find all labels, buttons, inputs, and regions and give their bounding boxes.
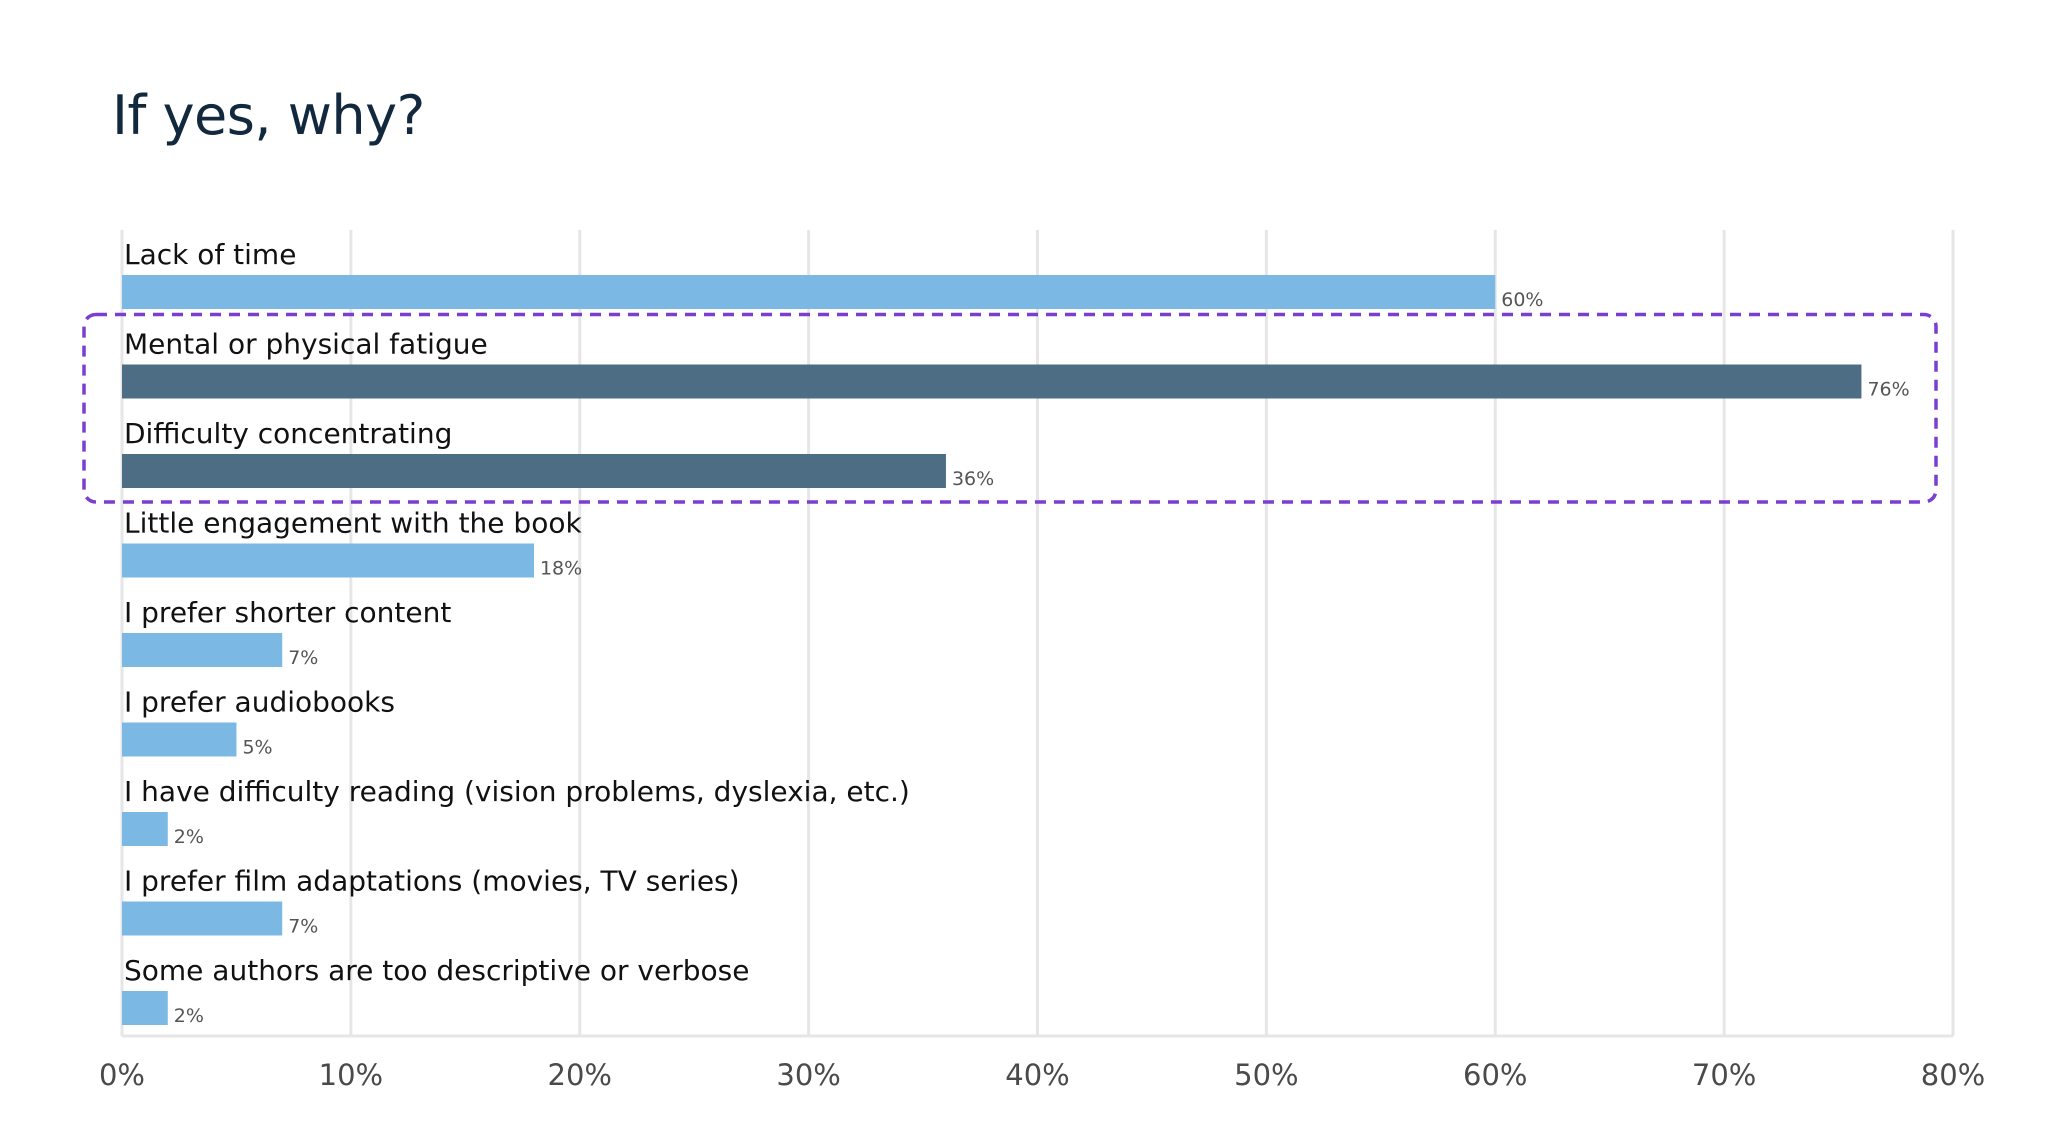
bar bbox=[122, 991, 168, 1025]
x-tick-label: 70% bbox=[1692, 1058, 1756, 1092]
page-title: If yes, why? bbox=[112, 84, 425, 147]
highlight-box bbox=[82, 312, 1938, 504]
category-label: I prefer film adaptations (movies, TV se… bbox=[124, 865, 740, 898]
x-tick-label: 20% bbox=[548, 1058, 612, 1092]
value-label: 60% bbox=[1501, 289, 1543, 311]
bar bbox=[122, 722, 237, 757]
bars bbox=[122, 275, 1862, 1025]
value-label: 76% bbox=[1867, 379, 1909, 401]
bar bbox=[122, 812, 168, 846]
bar bbox=[122, 454, 946, 488]
x-tick-label: 0% bbox=[99, 1058, 145, 1092]
value-label: 5% bbox=[242, 737, 272, 759]
value-label: 18% bbox=[540, 558, 582, 580]
bar bbox=[122, 633, 283, 667]
bar bbox=[122, 543, 534, 578]
grid-lines bbox=[120, 230, 1955, 1036]
bar bbox=[122, 364, 1862, 399]
x-axis: 0% 10% 20% 30% 40% 50% 60% 70% 80% bbox=[99, 1034, 1985, 1092]
category-label: Lack of time bbox=[124, 238, 296, 271]
category-label: Some authors are too descriptive or verb… bbox=[124, 954, 749, 987]
value-label: 36% bbox=[952, 468, 994, 490]
category-label: I prefer audiobooks bbox=[124, 686, 395, 719]
value-label: 2% bbox=[174, 826, 204, 848]
labels: Lack of time 60% Mental or physical fatigu… bbox=[124, 238, 1910, 1027]
x-tick-label: 60% bbox=[1463, 1058, 1527, 1092]
category-label: Little engagement with the book bbox=[124, 507, 582, 540]
x-tick-label: 30% bbox=[776, 1058, 840, 1092]
value-label: 7% bbox=[288, 647, 318, 669]
category-label: Difficulty concentrating bbox=[124, 417, 452, 450]
x-tick-label: 40% bbox=[1005, 1058, 1069, 1092]
category-label: I prefer shorter content bbox=[124, 596, 451, 629]
category-label: Mental or physical fatigue bbox=[124, 328, 488, 361]
bar bbox=[122, 275, 1496, 309]
bar bbox=[122, 901, 283, 936]
x-tick-label: 50% bbox=[1234, 1058, 1298, 1092]
x-tick-label: 10% bbox=[319, 1058, 383, 1092]
x-tick-label: 80% bbox=[1921, 1058, 1985, 1092]
value-label: 2% bbox=[174, 1005, 204, 1027]
category-label: I have difficulty reading (vision proble… bbox=[124, 775, 910, 808]
annotations bbox=[82, 312, 1938, 504]
value-label: 7% bbox=[288, 916, 318, 938]
